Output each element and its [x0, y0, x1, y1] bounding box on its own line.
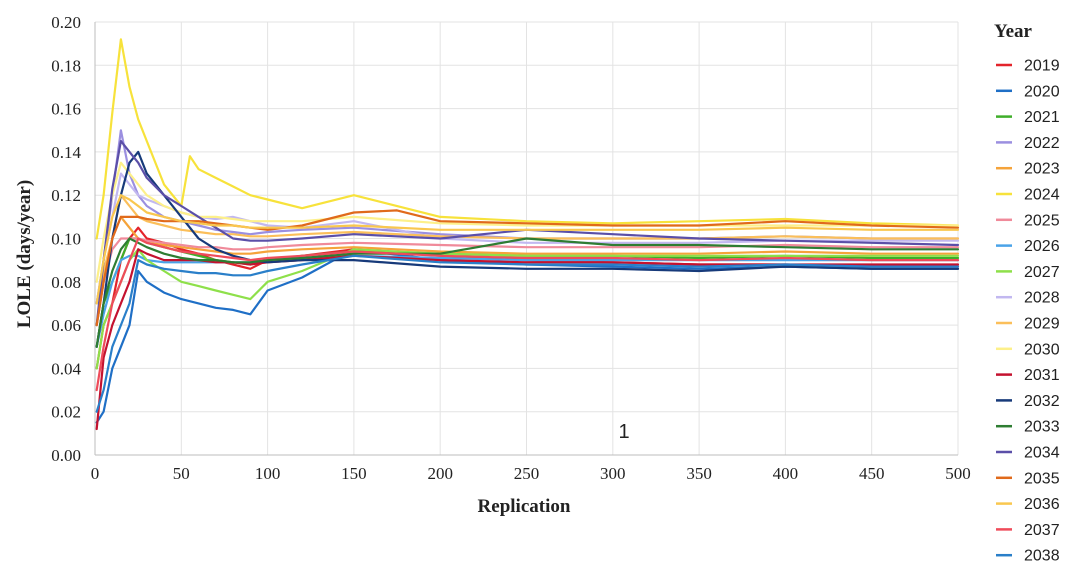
legend-label-2035: 2035 [1024, 470, 1060, 487]
legend-label-2037: 2037 [1024, 522, 1060, 539]
y-tick-label: 0.08 [51, 273, 81, 292]
legend-label-2034: 2034 [1024, 445, 1060, 462]
x-tick-label: 150 [341, 464, 367, 483]
x-tick-label: 0 [91, 464, 100, 483]
legend-label-2036: 2036 [1024, 496, 1060, 513]
series-line-2031 [95, 248, 960, 431]
series-line-2037 [95, 237, 960, 392]
legend-label-2023: 2023 [1024, 161, 1060, 178]
legend-label-2025: 2025 [1024, 212, 1060, 229]
series-line-2033 [95, 237, 960, 348]
series-line-2023 [95, 215, 960, 327]
x-tick-label: 250 [514, 464, 540, 483]
series-line-2028 [95, 172, 960, 305]
x-tick-label: 200 [427, 464, 453, 483]
x-tick-label: 300 [600, 464, 626, 483]
y-tick-label: 0.14 [51, 143, 81, 162]
legend-label-2026: 2026 [1024, 238, 1060, 255]
y-tick-label: 0.02 [51, 403, 81, 422]
y-tick-label: 0.04 [51, 359, 81, 378]
legend-label-2027: 2027 [1024, 264, 1060, 281]
series-line-2029 [95, 194, 960, 327]
legend-label-2028: 2028 [1024, 290, 1060, 307]
axes-layer: 0 50 100 150 200 250 300 350 400 450 500 0.00 0.02 0.… [51, 13, 971, 483]
y-tick-label: 0.20 [51, 13, 81, 32]
legend-label-2031: 2031 [1024, 367, 1060, 384]
series-layer [95, 38, 960, 431]
legend-label-2022: 2022 [1024, 135, 1060, 152]
series-line-2020 [95, 248, 960, 424]
y-tick-label: 0.06 [51, 316, 81, 335]
y-tick-label: 0.10 [51, 230, 81, 249]
legend-label-2030: 2030 [1024, 341, 1060, 358]
x-tick-label: 400 [773, 464, 799, 483]
legend-label-2024: 2024 [1024, 187, 1060, 204]
y-tick-label: 0.00 [51, 446, 81, 465]
series-line-2036 [95, 194, 960, 305]
x-tick-label: 450 [859, 464, 885, 483]
chart-annotation: 1 [618, 421, 629, 443]
x-tick-label: 50 [173, 464, 190, 483]
series-line-2024 [95, 38, 960, 240]
legend-label-2021: 2021 [1024, 109, 1060, 126]
legend-label-2029: 2029 [1024, 316, 1060, 333]
series-line-2025 [95, 237, 960, 327]
x-tick-label: 100 [255, 464, 281, 483]
y-tick-label: 0.16 [51, 100, 81, 119]
legend-title: Year [994, 21, 1033, 42]
legend-label-2032: 2032 [1024, 393, 1060, 410]
legend-label-2020: 2020 [1024, 83, 1060, 100]
y-tick-label: 0.12 [51, 186, 81, 205]
y-tick-label: 0.18 [51, 56, 81, 75]
series-line-2034 [95, 140, 960, 327]
legend-label-2019: 2019 [1024, 58, 1060, 75]
x-axis-title: Replication [478, 496, 571, 517]
legend-label-2033: 2033 [1024, 419, 1060, 436]
x-tick-label: 500 [945, 464, 971, 483]
y-axis-title: LOLE (days/year) [14, 180, 35, 328]
legend-label-2038: 2038 [1024, 548, 1060, 565]
series-line-2038 [95, 254, 960, 413]
legend: Year 2019 2020 2021 2022 2023 2024 2025 2026 202… [994, 21, 1060, 565]
series-line-2032 [95, 150, 960, 348]
x-tick-label: 350 [686, 464, 712, 483]
